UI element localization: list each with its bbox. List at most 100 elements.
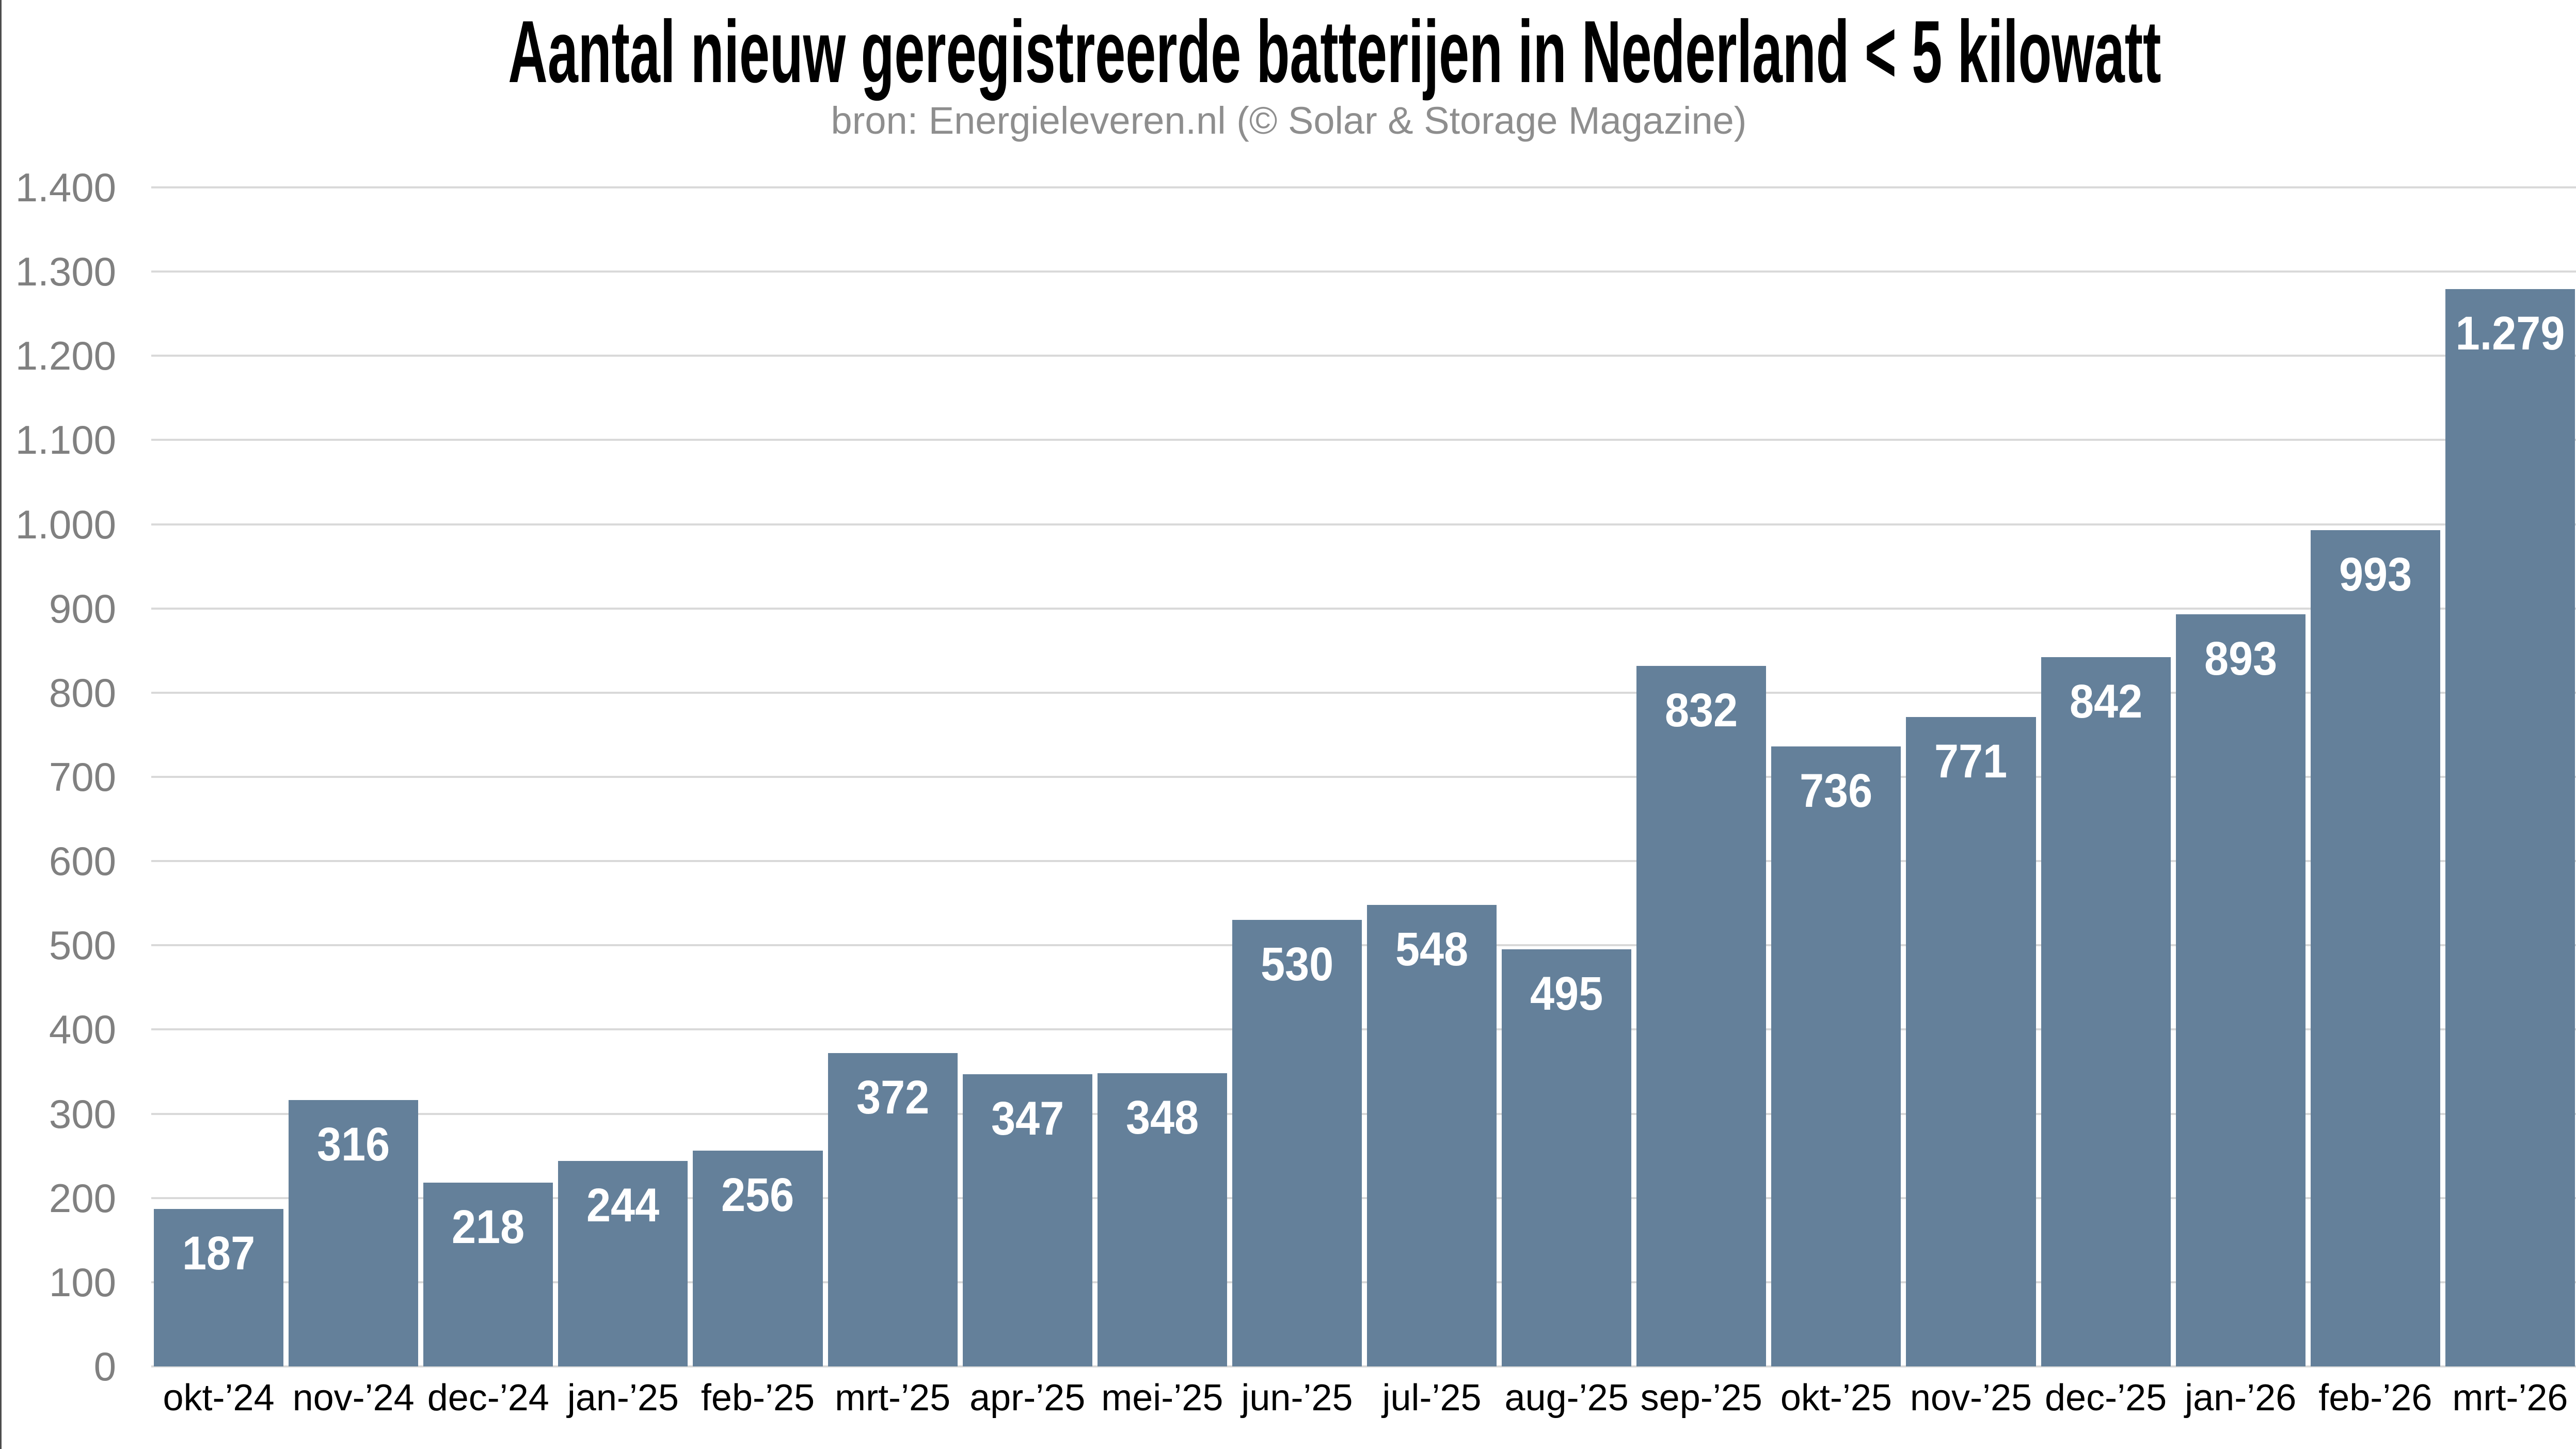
bar: 832 [1636,665,1767,1366]
bar: 218 [423,1183,553,1366]
bar-slot: 832 [1634,187,1769,1366]
x-axis-label: jan-’25 [567,1377,679,1419]
bar: 244 [558,1160,688,1366]
x-axis-label: mrt-’26 [2452,1377,2568,1419]
bar-value-label: 993 [2339,548,2412,601]
x-axis-label: mei-’25 [1101,1377,1223,1419]
x-axis-label: nov-’24 [292,1377,415,1419]
x-axis-label: nov-’25 [1910,1377,2032,1419]
bar-slot: 187 [151,187,286,1366]
y-axis-label: 1.000 [15,501,116,547]
bar-slot: 548 [1364,187,1499,1366]
y-axis-label: 300 [49,1091,116,1137]
bar-value-label: 347 [991,1092,1064,1145]
bar: 993 [2310,530,2440,1366]
bar: 495 [1502,949,1632,1366]
x-axis-label: mrt-’25 [835,1377,951,1419]
bar-slot: 842 [2039,187,2173,1366]
x-axis-label: aug-’25 [1504,1377,1629,1419]
bar-slot: 495 [1499,187,1634,1366]
gridline [151,776,2576,778]
y-axis-label: 100 [49,1259,116,1305]
gridline [151,1365,2576,1367]
chart-subtitle: bron: Energieleveren.nl (© Solar & Stora… [831,99,1747,142]
y-axis-label: 1.100 [15,417,116,463]
bar-value-label: 187 [182,1227,256,1280]
bar-slot: 347 [960,187,1095,1366]
gridline [151,944,2576,947]
bar-value-label: 256 [721,1169,794,1222]
gridline [151,691,2576,694]
y-axis-label: 900 [49,585,116,631]
gridline [151,523,2576,526]
y-axis-label: 700 [49,754,116,800]
bars-row: 187 316 218 244 256 372 347 348 530 548 495 832 736 7… [151,187,2576,1366]
bar-slot: 256 [690,187,825,1366]
bar-slot: 218 [421,187,555,1366]
y-axis-label: 1.200 [15,333,116,379]
x-axis-label: apr-’25 [969,1377,1086,1419]
gridline [151,607,2576,610]
bar: 548 [1366,904,1497,1366]
y-axis-label: 400 [49,1007,116,1053]
bar: 187 [154,1208,284,1366]
gridline [151,439,2576,441]
bar: 736 [1771,746,1901,1366]
x-axis-label: okt-’25 [1780,1377,1892,1419]
gridline [151,270,2576,273]
gridline [151,1281,2576,1283]
bar: 348 [1097,1073,1227,1366]
x-axis-label: feb-’26 [2318,1377,2432,1419]
bar: 1.279 [2445,289,2575,1366]
chart-title-text: Aantal nieuw geregistreerde batterijen i… [508,3,2161,101]
chart-title: Aantal nieuw geregistreerde batterijen i… [2,8,2576,96]
y-axis-label: 1.400 [15,165,116,210]
y-axis-label: 0 [93,1344,116,1389]
bar: 771 [1906,717,2036,1366]
bar-slot: 771 [1903,187,2038,1366]
bar-value-label: 736 [1800,765,1873,818]
bar-value-label: 548 [1395,922,1469,976]
gridline [151,355,2576,357]
bar-value-label: 495 [1530,967,1603,1021]
gridline [151,860,2576,863]
bar-value-label: 316 [317,1118,390,1171]
bar: 893 [2175,614,2305,1366]
bar-slot: 348 [1095,187,1230,1366]
x-axis-label: jul-’25 [1382,1377,1482,1419]
bar-value-label: 372 [856,1071,929,1124]
y-axis-label: 800 [49,670,116,715]
bar-value-label: 893 [2204,632,2277,686]
y-axis-label: 500 [49,922,116,968]
bar-value-label: 348 [1125,1091,1199,1144]
gridline [151,1112,2576,1115]
bar: 530 [1232,920,1362,1366]
x-axis-label: dec-’25 [2045,1377,2167,1419]
x-axis-label: sep-’25 [1640,1377,1762,1419]
gridline [151,1197,2576,1199]
bar-value-label: 842 [2069,675,2142,728]
gridline [151,1028,2576,1031]
bar: 316 [289,1100,419,1366]
x-axis-label: jan-’26 [2185,1377,2297,1419]
x-axis-label: dec-’24 [427,1377,549,1419]
bar-slot: 893 [2173,187,2308,1366]
bar-slot: 316 [286,187,421,1366]
bar-value-label: 530 [1260,938,1334,991]
gridline [151,186,2576,188]
bar-slot: 530 [1230,187,1364,1366]
bar-value-label: 244 [586,1179,660,1232]
x-axis-label: feb-’25 [701,1377,815,1419]
y-axis-label: 200 [49,1175,116,1221]
y-axis-label: 600 [49,838,116,884]
bar: 256 [693,1151,823,1366]
plot-area: 0 100 200 300 400 500 600 700 800 900 1.000 1.100 1.… [15,167,2576,1419]
bar-value-label: 218 [452,1201,525,1254]
x-axis-label: okt-’24 [163,1377,275,1419]
bar-value-label: 771 [1934,735,2008,788]
bar-slot: 1.279 [2443,187,2576,1366]
bar-slot: 372 [825,187,960,1366]
bar-value-label: 1.279 [2455,307,2565,360]
x-axis-label: jun-’25 [1241,1377,1353,1419]
